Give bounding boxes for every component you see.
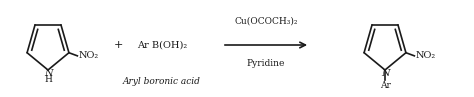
Text: Aryl boronic acid: Aryl boronic acid: [123, 78, 201, 87]
Text: NO₂: NO₂: [415, 51, 436, 60]
Text: N: N: [381, 69, 389, 78]
Text: H: H: [44, 75, 52, 84]
Text: Pyridine: Pyridine: [247, 59, 285, 68]
Text: Ar B(OH)₂: Ar B(OH)₂: [137, 41, 187, 49]
Text: N: N: [44, 69, 52, 78]
Text: +: +: [113, 40, 123, 50]
Text: Cu(OCOCH₃)₂: Cu(OCOCH₃)₂: [234, 16, 298, 26]
Text: NO₂: NO₂: [78, 51, 99, 60]
Text: Ar: Ar: [380, 81, 391, 90]
